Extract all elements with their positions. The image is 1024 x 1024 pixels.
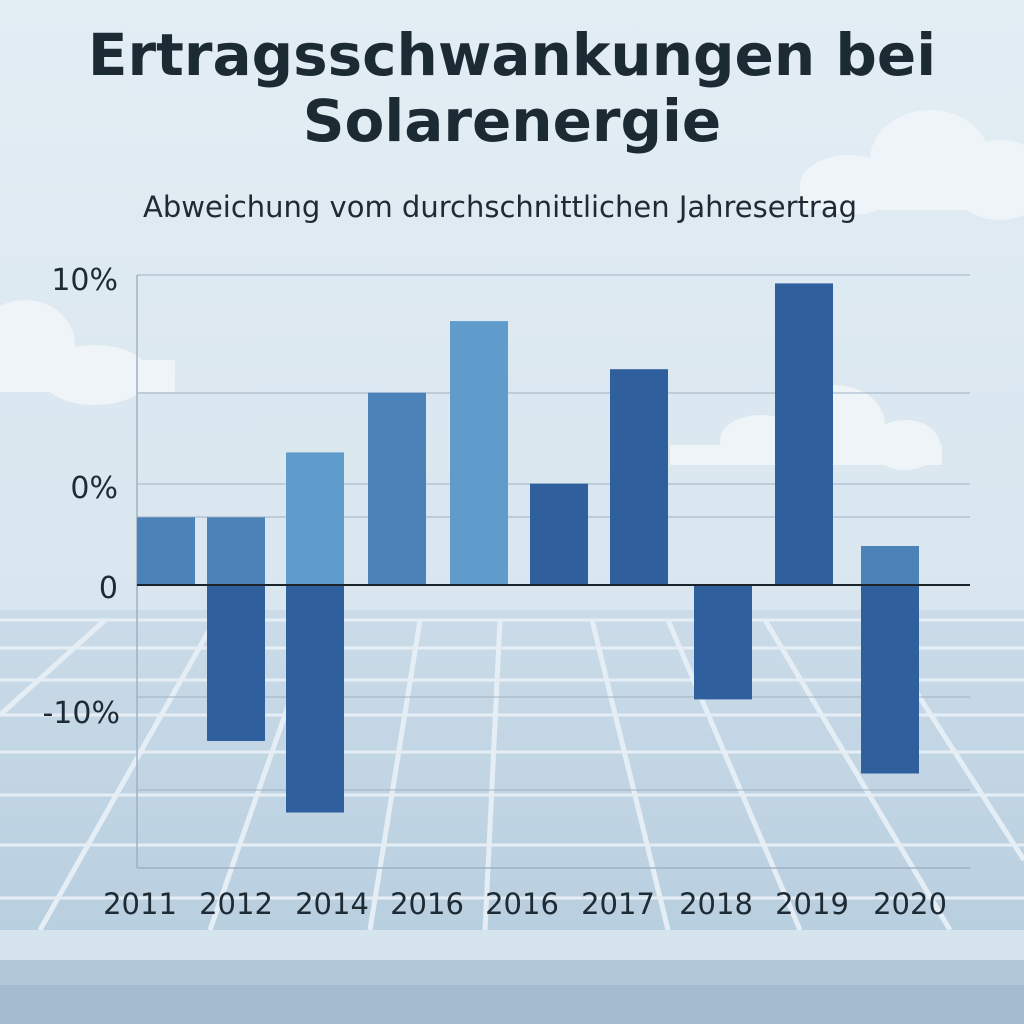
x-tick-label-7: 2019 xyxy=(775,887,849,921)
bar-2016-3-seg-0 xyxy=(368,392,426,585)
chart-title-line-1: Ertragsschwankungen bei xyxy=(87,21,937,89)
solar-panel-field xyxy=(0,610,1024,1024)
y-tick-label-1: 0% xyxy=(70,471,118,506)
bar-2018-7-seg-0 xyxy=(694,585,752,700)
chart-subtitle: Abweichung vom durchschnittlichen Jahres… xyxy=(142,190,857,224)
x-tick-label-4: 2016 xyxy=(485,887,559,921)
bar-2014-2-seg-1 xyxy=(286,585,344,813)
bar-2014-2-seg-0 xyxy=(286,452,344,585)
x-tick-label-6: 2018 xyxy=(679,887,753,921)
x-tick-label-5: 2017 xyxy=(581,887,655,921)
bar-2012-1-seg-0 xyxy=(207,517,265,585)
bar-2019-8-seg-0 xyxy=(775,283,833,585)
bar-2011-0-seg-0 xyxy=(137,517,195,585)
bar-2012-1-seg-1 xyxy=(207,585,265,741)
x-tick-label-0: 2011 xyxy=(103,887,177,921)
cloud-left xyxy=(0,300,175,405)
cloud-top-right xyxy=(800,110,1024,220)
x-tick-label-8: 2020 xyxy=(873,887,947,921)
x-tick-label-2: 2014 xyxy=(295,887,369,921)
y-tick-label-3: -10% xyxy=(42,696,120,731)
chart-title: Ertragsschwankungen bei Solarenergie xyxy=(0,22,1024,154)
y-tick-label-2: 0 xyxy=(99,571,118,606)
x-tick-label-1: 2012 xyxy=(199,887,273,921)
bar-2020-9-seg-1 xyxy=(861,585,919,774)
y-tick-label-0: 10% xyxy=(51,263,118,298)
x-tick-label-3: 2016 xyxy=(390,887,464,921)
bar-2016-4-seg-0 xyxy=(450,321,508,585)
chart-title-line-2: Solarenergie xyxy=(302,87,722,155)
bar-2020-9-seg-0 xyxy=(861,546,919,585)
bar-2017-6-seg-0 xyxy=(610,369,668,585)
bar-2017-5-seg-0 xyxy=(530,483,588,585)
